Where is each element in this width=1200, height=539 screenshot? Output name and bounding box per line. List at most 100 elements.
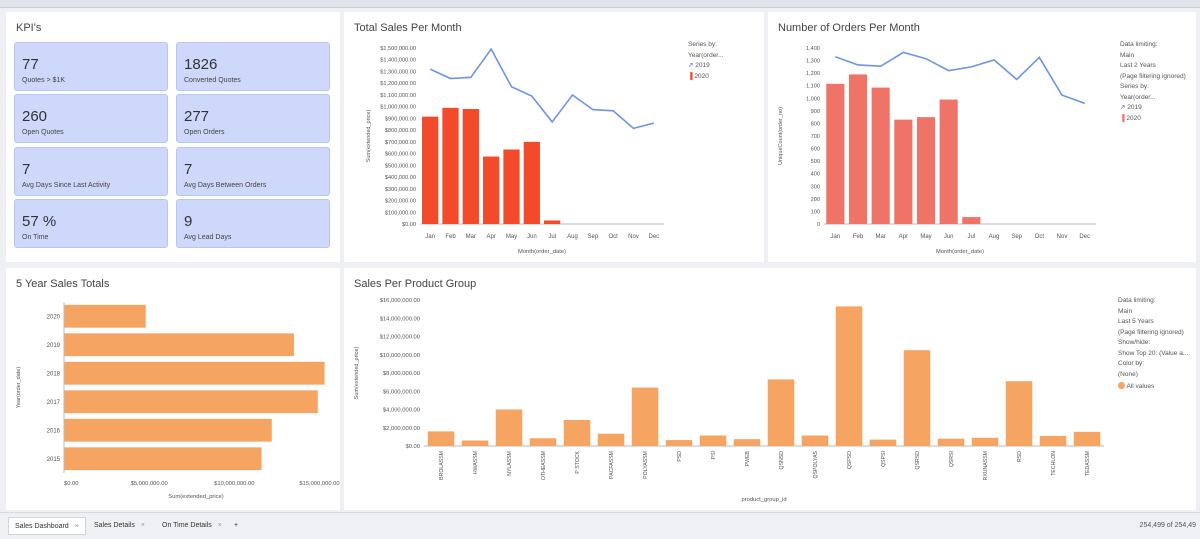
x-tick-label: Apr [899, 234, 908, 240]
x-tick-label: RSD [1017, 451, 1023, 462]
y-tick-label: $1,100,000.00 [380, 93, 416, 99]
kpi-card[interactable]: 7 Avg Days Between Orders [176, 147, 330, 196]
close-icon[interactable]: × [140, 522, 145, 529]
legend-item-2020[interactable]: ▐ 2020 [1120, 114, 1186, 125]
bar-PWEB[interactable] [733, 439, 761, 446]
bar-RSD[interactable] [1005, 381, 1033, 446]
bar-2020[interactable] [64, 304, 146, 328]
kpi-card[interactable]: 57 % On Time [14, 199, 168, 248]
legend-item-2020[interactable]: ▐ 2020 [688, 72, 724, 83]
bar-2017[interactable] [64, 390, 318, 414]
bar-QSNSD[interactable] [767, 379, 795, 446]
bar-2020-Jan[interactable] [826, 83, 845, 224]
bar-2020-Apr[interactable] [483, 156, 500, 224]
close-icon[interactable]: × [217, 522, 222, 529]
bar-2019[interactable] [64, 333, 294, 357]
total-sales-per-month-chart[interactable]: $0.00 $100,000.00 $200,000.00 $300,000.00 $4… [344, 12, 764, 262]
bar-BROLASSM[interactable] [427, 431, 455, 446]
bar-HWASSM[interactable] [461, 440, 489, 446]
product-legend[interactable]: Data limiting: Main Last 5 Years (Page f… [1118, 296, 1188, 393]
bar-2016[interactable] [64, 418, 272, 442]
legend-label: 2019 [695, 62, 710, 69]
bar-2020-Jul[interactable] [962, 217, 981, 224]
bar-TEDASSM[interactable] [1073, 431, 1101, 446]
x-tick-label: Feb [445, 234, 456, 240]
x-tick-label: Jun [944, 234, 954, 240]
bar-PACFASSM[interactable] [597, 433, 625, 446]
orders-per-month-panel: Number of Orders Per Month 0 100 200 300 400… [768, 12, 1196, 262]
bar-2020-Mar[interactable] [462, 109, 479, 224]
y-tick-label: $8,000,000.00 [383, 371, 420, 377]
bar-QSRSI[interactable] [937, 438, 965, 446]
bar-POLYASSM[interactable] [631, 387, 659, 446]
y-tick-label: $6,000,000.00 [383, 389, 420, 395]
orders-month-legend[interactable]: Data limiting: Main Last 2 Years (Page f… [1120, 40, 1186, 124]
bar-P STOCK[interactable] [563, 419, 591, 446]
bar-2020-Jul[interactable] [544, 220, 561, 224]
bar-2020-Jun[interactable] [523, 141, 540, 224]
row-count: 254,499 of 254,49 [1139, 522, 1196, 529]
bar-QSPSD[interactable] [835, 306, 863, 446]
kpi-card[interactable]: 277 Open Orders [176, 94, 330, 143]
line-series-2019[interactable] [835, 51, 1085, 105]
kpi-card[interactable]: 77 Quotes > $1K [14, 42, 168, 91]
sales-per-product-group-chart[interactable]: $0.00 $2,000,000.00 $4,000,000.00 $6,000,00… [344, 268, 1196, 510]
y-tick-label: 0 [817, 222, 820, 228]
legend-item-2019[interactable]: ↗ 2019 [1120, 103, 1186, 114]
bar-2020-May[interactable] [916, 117, 936, 224]
y-tick-label: 1,300 [806, 59, 820, 65]
total-sales-per-month-panel: Total Sales Per Month $0.00 $100,000.00 $2… [344, 12, 764, 262]
bar-NYLASSM[interactable] [495, 409, 523, 447]
bar-2020-Jan[interactable] [422, 116, 439, 224]
sheet-tab[interactable]: Sales Details × [88, 517, 151, 535]
five-year-sales-panel: 5 Year Sales Totals 2020 2019 2018 2017 2016… [6, 268, 340, 510]
x-tick-label: Aug [989, 234, 1000, 240]
bar-QSRSD[interactable] [903, 350, 931, 446]
tab-label: Sales Dashboard [15, 523, 69, 530]
kpi-card[interactable]: 260 Open Quotes [14, 94, 168, 143]
legend-label: 2020 [1126, 114, 1141, 122]
x-axis-label: product_group_id [741, 497, 786, 503]
kpi-value: 77 [22, 56, 39, 73]
sheet-tab[interactable]: On Time Details × [156, 517, 228, 535]
dot-icon [1118, 382, 1125, 389]
sales-per-product-group-title: Sales Per Product Group [354, 278, 477, 290]
close-icon[interactable]: × [74, 523, 79, 530]
bar-2020-Mar[interactable] [871, 87, 890, 224]
legend-series-field: Year(order... [688, 51, 724, 59]
kpi-card[interactable]: 9 Avg Lead Days [176, 199, 330, 248]
bar-2020-Apr[interactable] [894, 119, 913, 224]
kpi-card[interactable]: 1826 Converted Quotes [176, 42, 330, 91]
bar-OTHEASSM[interactable] [529, 438, 557, 446]
x-tick-label: Jul [967, 234, 975, 240]
legend-item-2019[interactable]: ↗ 2019 [688, 61, 724, 72]
legend-series-heading: Series by: [1120, 83, 1149, 90]
bar-QSPSI[interactable] [869, 439, 897, 446]
bar-2020-Feb[interactable] [848, 74, 868, 225]
sheet-tab[interactable]: Sales Dashboard × [8, 517, 86, 535]
bar-2020-Feb[interactable] [442, 107, 459, 224]
y-tick-label: 1,400 [806, 46, 820, 52]
bar-RXUNASSM[interactable] [971, 437, 999, 446]
x-tick-label: Apr [486, 234, 495, 240]
bar-TECHLON[interactable] [1039, 435, 1067, 446]
x-tick-label: Nov [628, 234, 639, 240]
bar-2018[interactable] [64, 361, 325, 385]
sales-month-legend[interactable]: Series by: Year(order... ↗ 2019 ▐ 2020 [688, 40, 724, 82]
kpi-value: 7 [22, 161, 31, 178]
x-tick-label: QSPSI [881, 451, 887, 467]
five-year-sales-chart[interactable]: 2020 2019 2018 2017 2016 2015 $0.00 $5,000,000.… [6, 268, 340, 510]
bar-QSPOLYAS[interactable] [801, 435, 829, 446]
x-tick-label: Jan [830, 234, 840, 240]
bar-PSD[interactable] [665, 440, 693, 446]
bar-2020-May[interactable] [503, 149, 520, 224]
legend-item-all-values[interactable]: All values [1118, 382, 1188, 393]
bar-2015[interactable] [64, 447, 262, 471]
line-series-2019[interactable] [429, 47, 655, 130]
bar-PSI[interactable] [699, 435, 727, 446]
bar-2020-Jun[interactable] [939, 99, 958, 224]
add-tab-button[interactable]: + [228, 517, 244, 535]
kpi-card[interactable]: 7 Avg Days Since Last Activity [14, 147, 168, 196]
orders-per-month-chart[interactable]: 0 100 200 300 400 500 600 700 800 900 1,000 1,100 1,… [768, 12, 1196, 262]
x-tick-label: Nov [1057, 234, 1068, 240]
